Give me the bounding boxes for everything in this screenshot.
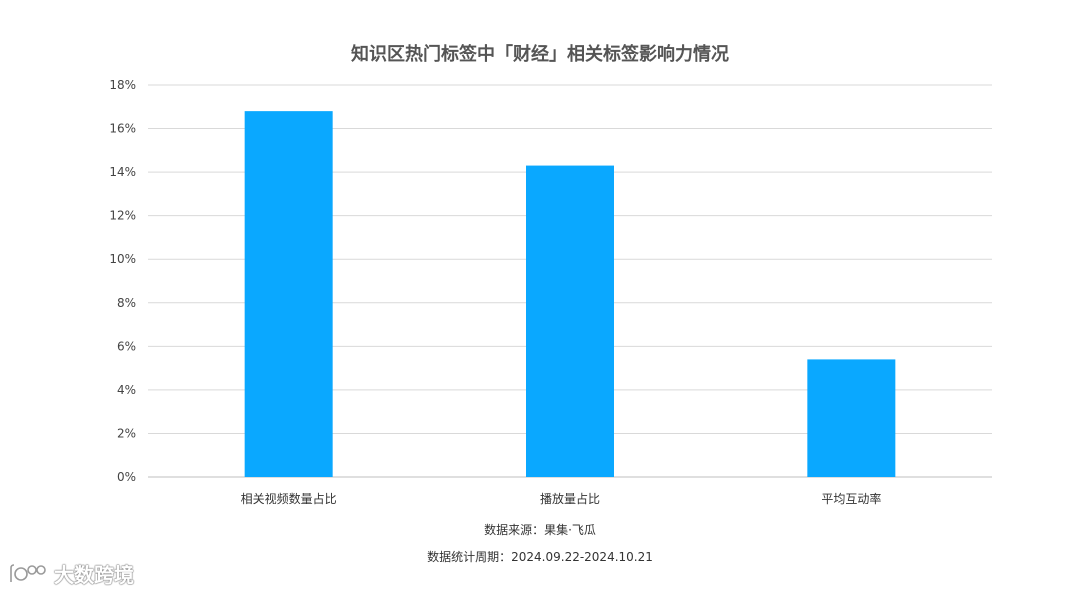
bar <box>807 359 896 477</box>
y-tick-label: 12% <box>109 209 136 223</box>
x-category-label: 相关视频数量占比 <box>241 491 337 506</box>
y-axis-ticks: 0% 2% 4% 6% 8% 10% 12% 14% 16% 18% <box>109 78 136 484</box>
y-tick-label: 2% <box>117 426 136 440</box>
y-tick-label: 18% <box>109 78 136 92</box>
y-tick-label: 0% <box>117 470 136 484</box>
watermark-text: 大数跨境 <box>54 563 134 587</box>
y-tick-label: 4% <box>117 383 136 397</box>
y-tick-label: 14% <box>109 165 136 179</box>
bars <box>244 111 896 478</box>
bar <box>244 111 333 477</box>
watermark: 大数跨境 <box>8 559 134 588</box>
chart-title: 知识区热门标签中「财经」相关标签影响力情况 <box>351 44 729 65</box>
x-category-label: 播放量占比 <box>540 491 600 506</box>
source-note: 数据来源：果集·飞瓜 <box>484 523 596 537</box>
x-axis-labels: 相关视频数量占比 播放量占比 平均互动率 <box>241 491 882 506</box>
y-tick-label: 6% <box>117 339 136 353</box>
y-tick-label: 8% <box>117 296 136 310</box>
logo-icon <box>10 563 46 582</box>
bar <box>526 165 614 478</box>
x-category-label: 平均互动率 <box>821 491 881 506</box>
y-tick-label: 10% <box>109 252 136 266</box>
period-note: 数据统计周期：2024.09.22-2024.10.21 <box>427 550 653 564</box>
y-tick-label: 16% <box>109 122 136 136</box>
